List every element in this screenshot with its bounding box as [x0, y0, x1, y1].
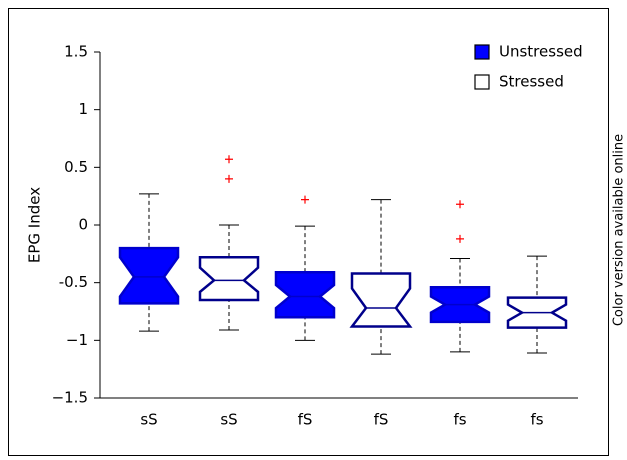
- x-tick-label: fS: [298, 411, 313, 429]
- y-tick-label: −1: [66, 331, 88, 349]
- x-tick-label: sS: [140, 411, 157, 429]
- x-tick-label: fs: [530, 411, 543, 429]
- y-tick-label: 1.5: [64, 43, 88, 61]
- x-tick-label: fS: [374, 411, 389, 429]
- outlier: [225, 155, 233, 164]
- legend-label: Stressed: [499, 73, 564, 91]
- side-note: Color version available online: [612, 134, 627, 326]
- x-tick-label: fs: [453, 411, 466, 429]
- legend-label: Unstressed: [499, 43, 583, 61]
- box: [274, 271, 336, 319]
- frame: [8, 8, 609, 456]
- outlier: [301, 195, 309, 204]
- outlier: [456, 200, 464, 209]
- y-tick-label: -0.5: [59, 273, 88, 291]
- y-tick-label: 0.5: [64, 158, 88, 176]
- x-tick-label: sS: [220, 411, 237, 429]
- y-tick-label: 0: [78, 216, 88, 234]
- outlier: [225, 174, 233, 183]
- y-axis-label: EPG Index: [26, 187, 44, 263]
- legend-swatch: [474, 74, 490, 90]
- y-tick-label: −1.5: [52, 389, 88, 407]
- outlier: [456, 234, 464, 243]
- legend-swatch: [474, 44, 490, 60]
- box: [118, 246, 180, 305]
- y-tick-label: 1: [78, 100, 88, 118]
- box: [198, 256, 260, 302]
- box: [349, 272, 413, 328]
